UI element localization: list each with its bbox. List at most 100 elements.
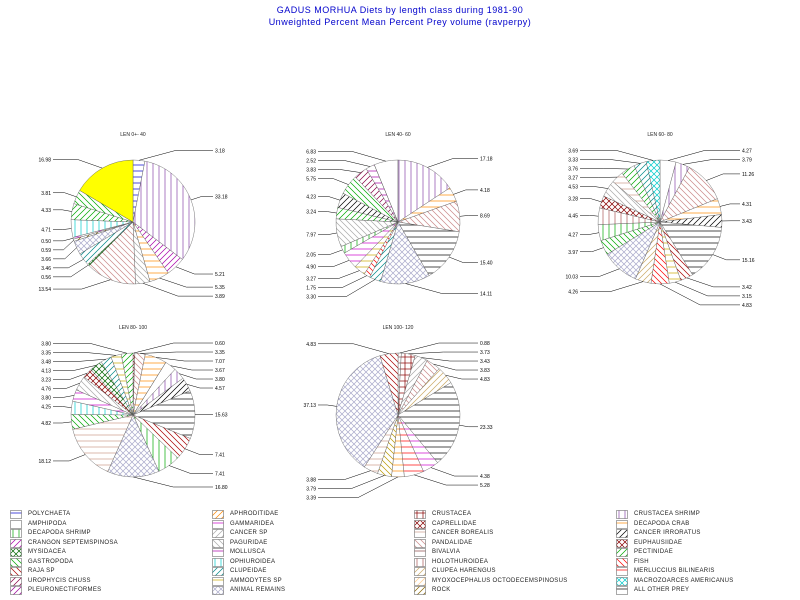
slice-value-label: 5.21 (215, 272, 225, 278)
legend-swatch (414, 586, 426, 595)
leader-line (580, 186, 608, 189)
legend-swatch (616, 519, 628, 529)
slice-value-label: 3.35 (215, 350, 225, 356)
slice-value-label: 5.28 (480, 483, 490, 489)
leader-line (53, 228, 72, 230)
leader-line (712, 254, 740, 261)
legend-swatch (414, 548, 426, 557)
pie-slice-raja-sp (379, 352, 399, 416)
leader-line (175, 266, 213, 275)
legend-item-pectinidae: PECTINIDAE (616, 548, 800, 558)
pie-chart-3: LEN 60- 80 4.27 3.79 11.26 4.31 3.43 15.16 3.42… (565, 132, 754, 309)
leader-line (580, 159, 641, 164)
slice-value-label: 3.97 (568, 250, 578, 256)
legend-item-caprellidae: CAPRELLIDAE (414, 519, 604, 530)
slice-value-label: 7.07 (215, 359, 225, 365)
legend-item-clupea-harengus: CLUPEA HARENGUS (414, 567, 604, 577)
legend-label: ANIMAL REMAINS (230, 587, 286, 593)
slice-value-label: 4.71 (41, 228, 51, 234)
leader-line (53, 192, 77, 198)
legend-swatch (616, 529, 628, 538)
leader-line (580, 232, 599, 235)
legend-item-pleuronectiformes: PLEURONECTIFORMES (10, 586, 200, 596)
leader-line (53, 454, 86, 462)
legend-label: MYOXOCEPHALUS OCTODECEMSPINOSUS (432, 577, 568, 584)
pie-title: LEN 40- 60 (385, 132, 411, 138)
slice-value-label: 6.83 (306, 149, 316, 155)
leader-line (53, 159, 103, 169)
leader-line (53, 352, 117, 356)
slice-value-label: 3.81 (41, 191, 51, 197)
legend-swatch (414, 567, 426, 576)
legend-swatch (212, 510, 224, 519)
slice-value-label: 17.18 (480, 157, 493, 163)
slice-value-label: 5.35 (215, 285, 225, 291)
slice-value-label: 3.15 (742, 294, 752, 300)
pie-slice-macrozoarces-americanus (645, 159, 661, 223)
slice-value-label: 2.05 (306, 252, 316, 258)
leader-line (133, 342, 213, 354)
slice-value-label: 15.63 (215, 413, 228, 419)
legend-item-animal-remains: ANIMAL REMAINS (212, 586, 402, 596)
pie-slice-animal-remains (107, 414, 160, 478)
pie-slice-all-other-prey (397, 382, 461, 463)
slice-value-label: 3.89 (215, 294, 225, 300)
legend-label: CLUPEIDAE (230, 568, 267, 574)
slice-value-label: 7.41 (215, 452, 225, 458)
legend-swatch (212, 576, 224, 586)
legend-label: CANCER IRRORATUS (634, 530, 701, 536)
legend-swatch (414, 519, 426, 529)
legend-swatch (414, 529, 426, 538)
legend-swatch (616, 510, 628, 519)
legend-swatch (212, 567, 224, 576)
slice-value-label: 16.80 (215, 485, 228, 491)
slice-value-label: 4.27 (742, 149, 752, 155)
legend-label: EUPHAUSIIDAE (634, 539, 683, 546)
legend-swatch (616, 586, 628, 595)
legend-swatch (212, 557, 224, 567)
slice-value-label: 3.33 (568, 157, 578, 163)
slice-value-label: 3.43 (480, 359, 490, 365)
slice-value-label: 14.11 (480, 291, 492, 297)
leader-line (318, 249, 343, 255)
leader-line (399, 342, 478, 354)
slice-value-label: 1.75 (306, 285, 316, 291)
slice-value-label: 3.24 (306, 210, 316, 216)
legend-swatch (10, 576, 22, 586)
slice-value-label: 4.25 (41, 404, 51, 410)
legend-swatch (616, 548, 628, 557)
legend-item-cancer-borealis: CANCER BOREALIS (414, 529, 604, 539)
leader-line (53, 209, 72, 212)
slice-value-label: 4.18 (480, 188, 490, 194)
legend-label: DECAPODA CRAB (634, 520, 690, 527)
leader-line (133, 476, 213, 488)
legend-label: CANCER SP (230, 530, 268, 536)
leader-line (580, 247, 604, 253)
leader-line (318, 151, 386, 162)
legend-swatch (414, 510, 426, 519)
slice-value-label: 33.18 (215, 194, 228, 200)
leader-line (580, 281, 644, 292)
leader-line (155, 357, 213, 362)
legend-label: CLUPEA HARENGUS (432, 568, 496, 574)
slice-value-label: 4.83 (306, 342, 316, 348)
leader-line (53, 406, 72, 408)
slice-value-label: 3.69 (568, 148, 578, 154)
slice-value-label: 3.66 (41, 257, 51, 263)
legend-swatch (212, 586, 224, 595)
slice-value-label: 4.26 (568, 289, 578, 295)
slice-value-label: 3.80 (215, 377, 225, 383)
legend-item-ammodytes-sp: AMMODYTES SP (212, 576, 402, 587)
legend-swatch (10, 567, 22, 576)
leader-line (318, 279, 376, 297)
slice-value-label: 3.23 (41, 377, 51, 383)
slice-value-label: 4.45 (568, 213, 578, 219)
slice-value-label: 3.67 (215, 368, 225, 374)
pie-slice-animal-remains (335, 355, 399, 468)
leader-line (186, 384, 213, 389)
legend-label: RAJA SP (28, 568, 55, 574)
pie-slice-all-other-prey (659, 221, 722, 276)
legend-swatch (616, 567, 628, 576)
leader-line (53, 421, 72, 424)
leader-line (53, 247, 77, 260)
